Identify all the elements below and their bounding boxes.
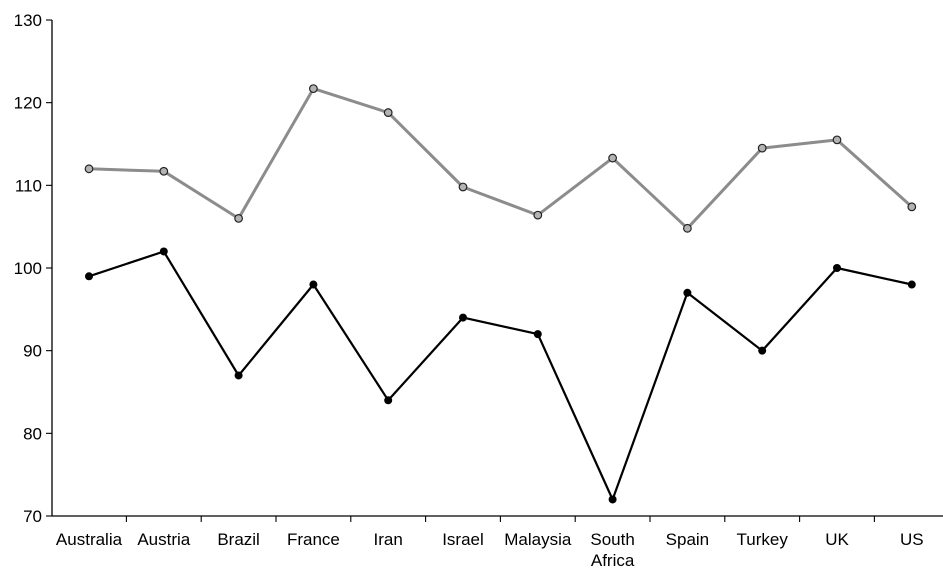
data-point — [907, 202, 917, 212]
y-tick-label: 90 — [23, 342, 42, 361]
x-tick-label: Austria — [137, 530, 190, 549]
data-point — [309, 280, 318, 289]
x-tick-label: South Africa — [590, 530, 634, 568]
y-tick-label: 80 — [23, 424, 42, 443]
data-point — [683, 288, 692, 297]
y-tick-label: 120 — [14, 94, 42, 113]
data-point — [234, 213, 244, 223]
y-tick-label: 100 — [14, 259, 42, 278]
x-tick-label: Australia — [56, 530, 123, 549]
data-point — [832, 135, 842, 145]
y-tick-label: 110 — [15, 176, 42, 195]
data-point — [85, 272, 93, 281]
x-tick-label: Spain — [666, 530, 709, 549]
x-tick-label: Malaysia — [504, 530, 572, 549]
y-axis-ticks: 70 80 90 100 110 120 130 — [14, 11, 52, 526]
series-1 — [84, 84, 917, 233]
x-tick-label: Brazil — [217, 530, 260, 549]
data-point — [533, 330, 542, 339]
data-point — [533, 210, 543, 220]
x-tick-label: Iran — [374, 530, 403, 549]
data-point — [833, 264, 841, 272]
y-tick-label: 130 — [14, 11, 42, 30]
x-tick-label: US — [900, 530, 924, 549]
x-tick-label: France — [287, 530, 340, 549]
data-point — [458, 182, 468, 192]
data-point — [384, 396, 393, 405]
series-layer — [84, 84, 917, 504]
x-tick-label: Israel — [442, 530, 484, 549]
data-point — [757, 143, 767, 153]
data-point — [159, 247, 168, 256]
data-point — [234, 371, 243, 380]
y-tick-label: 70 — [23, 507, 42, 526]
x-tick-label: UK — [825, 530, 849, 549]
data-point — [383, 108, 393, 117]
series-2 — [85, 247, 916, 504]
x-axis-ticks: Australia Austria Brazil France Iran Israel Ma… — [56, 516, 924, 568]
axes — [51, 20, 943, 517]
data-point — [309, 84, 318, 94]
series-line — [88, 87, 913, 230]
x-tick-label: Turkey — [737, 530, 789, 549]
data-point — [907, 280, 916, 289]
data-point — [608, 153, 617, 163]
data-point — [683, 223, 692, 233]
data-point — [84, 164, 94, 174]
data-point — [608, 495, 617, 504]
data-point — [459, 313, 467, 322]
data-point — [159, 166, 169, 176]
series-line — [88, 250, 913, 501]
data-point — [758, 346, 767, 355]
